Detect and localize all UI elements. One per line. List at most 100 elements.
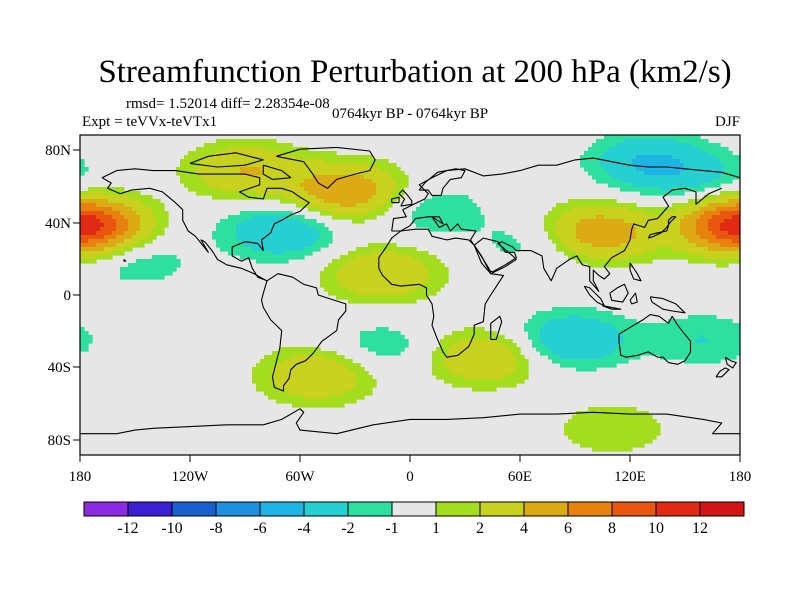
- field-cell: [664, 179, 669, 184]
- field-cell: [280, 351, 285, 356]
- field-cell: [604, 175, 609, 180]
- field-cell: [320, 203, 325, 208]
- field-cell: [320, 351, 325, 356]
- field-cell: [564, 203, 569, 208]
- field-cell: [680, 155, 685, 160]
- field-cell: [228, 235, 233, 240]
- field-cell: [616, 435, 621, 440]
- field-cell: [620, 359, 625, 364]
- field-cell: [396, 331, 401, 336]
- field-cell: [612, 319, 617, 324]
- field-cell: [304, 247, 309, 252]
- field-cell: [508, 339, 513, 344]
- field-cell: [684, 147, 689, 152]
- field-cell: [284, 239, 289, 244]
- field-cell: [336, 263, 341, 268]
- field-cell: [728, 251, 733, 256]
- field-cell: [388, 339, 393, 344]
- field-cell: [440, 359, 445, 364]
- field-cell: [328, 155, 333, 160]
- field-cell: [384, 179, 389, 184]
- field-cell: [696, 139, 701, 144]
- field-cell: [344, 391, 349, 396]
- field-cell: [264, 247, 269, 252]
- field-cell: [644, 159, 649, 164]
- field-cell: [572, 331, 577, 336]
- field-cell: [516, 359, 521, 364]
- field-cell: [672, 351, 677, 356]
- field-cell: [236, 171, 241, 176]
- field-cell: [272, 219, 277, 224]
- field-cell: [728, 163, 733, 168]
- field-cell: [588, 207, 593, 212]
- field-cell: [564, 427, 569, 432]
- field-cell: [668, 335, 673, 340]
- field-cell: [672, 255, 677, 260]
- field-cell: [292, 175, 297, 180]
- field-cell: [324, 375, 329, 380]
- field-cell: [588, 235, 593, 240]
- field-cell: [264, 239, 269, 244]
- field-cell: [428, 279, 433, 284]
- field-cell: [604, 171, 609, 176]
- field-cell: [244, 255, 249, 260]
- field-cell: [580, 367, 585, 372]
- field-cell: [668, 331, 673, 336]
- field-cell: [580, 203, 585, 208]
- field-cell: [476, 387, 481, 392]
- field-cell: [104, 223, 109, 228]
- field-cell: [432, 359, 437, 364]
- field-cell: [608, 199, 613, 204]
- field-cell: [584, 203, 589, 208]
- field-cell: [684, 223, 689, 228]
- field-cell: [376, 351, 381, 356]
- field-cell: [260, 223, 265, 228]
- field-cell: [592, 435, 597, 440]
- field-cell: [732, 191, 737, 196]
- field-cell: [356, 187, 361, 192]
- field-cell: [708, 195, 713, 200]
- field-cell: [364, 247, 369, 252]
- field-cell: [284, 347, 289, 352]
- field-cell: [688, 223, 693, 228]
- field-cell: [468, 223, 473, 228]
- field-cell: [736, 167, 740, 172]
- field-cell: [304, 379, 309, 384]
- field-cell: [712, 151, 717, 156]
- field-cell: [516, 379, 521, 384]
- field-cell: [616, 227, 621, 232]
- field-cell: [604, 323, 609, 328]
- field-cell: [164, 267, 169, 272]
- field-cell: [284, 231, 289, 236]
- field-cell: [640, 235, 645, 240]
- field-cell: [672, 231, 677, 236]
- field-cell: [728, 239, 733, 244]
- field-cell: [84, 247, 89, 252]
- field-cell: [624, 231, 629, 236]
- field-cell: [344, 203, 349, 208]
- field-cell: [268, 367, 273, 372]
- field-cell: [392, 175, 397, 180]
- field-cell: [252, 227, 257, 232]
- field-cell: [300, 363, 305, 368]
- field-cell: [548, 323, 553, 328]
- field-cell: [720, 243, 725, 248]
- field-cell: [636, 215, 641, 220]
- field-cell: [672, 243, 677, 248]
- field-cell: [728, 203, 733, 208]
- field-cell: [232, 235, 237, 240]
- field-cell: [244, 179, 249, 184]
- field-cell: [596, 219, 601, 224]
- field-cell: [644, 255, 649, 260]
- field-cell: [572, 355, 577, 360]
- field-cell: [284, 179, 289, 184]
- field-cell: [644, 163, 649, 168]
- field-cell: [712, 355, 717, 360]
- field-cell: [152, 267, 157, 272]
- field-cell: [92, 247, 97, 252]
- field-cell: [340, 255, 345, 260]
- field-cell: [352, 211, 357, 216]
- field-cell: [384, 171, 389, 176]
- field-cell: [224, 155, 229, 160]
- field-cell: [100, 255, 105, 260]
